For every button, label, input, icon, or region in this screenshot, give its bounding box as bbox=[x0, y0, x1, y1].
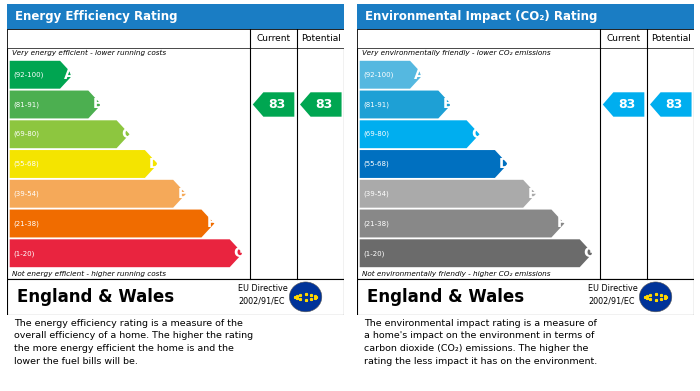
Text: (55-68): (55-68) bbox=[13, 161, 38, 167]
Text: A: A bbox=[414, 68, 425, 82]
Polygon shape bbox=[10, 180, 186, 208]
Text: 83: 83 bbox=[316, 98, 332, 111]
Polygon shape bbox=[360, 150, 508, 178]
Text: A: A bbox=[64, 68, 75, 82]
Text: B: B bbox=[442, 97, 454, 111]
Text: (1-20): (1-20) bbox=[13, 250, 34, 256]
Bar bbox=[357, 279, 694, 315]
Bar bbox=[7, 279, 344, 315]
Text: 83: 83 bbox=[666, 98, 682, 111]
Text: (81-91): (81-91) bbox=[363, 101, 389, 108]
Text: F: F bbox=[556, 217, 566, 231]
Text: England & Wales: England & Wales bbox=[367, 288, 524, 306]
Text: EU Directive
2002/91/EC: EU Directive 2002/91/EC bbox=[238, 284, 288, 306]
Text: (21-38): (21-38) bbox=[363, 220, 389, 227]
Text: B: B bbox=[92, 97, 104, 111]
Text: Current: Current bbox=[256, 34, 290, 43]
Text: (39-54): (39-54) bbox=[13, 190, 38, 197]
Circle shape bbox=[289, 282, 322, 312]
Bar bbox=[7, 4, 344, 29]
Text: Potential: Potential bbox=[651, 34, 691, 43]
Text: (81-91): (81-91) bbox=[13, 101, 39, 108]
Text: Environmental Impact (CO₂) Rating: Environmental Impact (CO₂) Rating bbox=[365, 10, 598, 23]
Polygon shape bbox=[10, 61, 73, 89]
Text: Potential: Potential bbox=[301, 34, 341, 43]
Text: (69-80): (69-80) bbox=[13, 131, 39, 138]
Text: E: E bbox=[178, 187, 188, 201]
Text: Very energy efficient - lower running costs: Very energy efficient - lower running co… bbox=[12, 50, 166, 56]
Text: (39-54): (39-54) bbox=[363, 190, 389, 197]
Bar bbox=[7, 29, 344, 279]
Text: (55-68): (55-68) bbox=[363, 161, 389, 167]
Text: EU Directive
2002/91/EC: EU Directive 2002/91/EC bbox=[588, 284, 638, 306]
Text: The energy efficiency rating is a measure of the
overall efficiency of a home. T: The energy efficiency rating is a measur… bbox=[14, 319, 253, 366]
Polygon shape bbox=[360, 91, 452, 118]
Text: D: D bbox=[499, 157, 510, 171]
Polygon shape bbox=[253, 92, 294, 117]
Text: (92-100): (92-100) bbox=[363, 72, 393, 78]
Polygon shape bbox=[10, 210, 214, 237]
Text: Energy Efficiency Rating: Energy Efficiency Rating bbox=[15, 10, 178, 23]
Text: 83: 83 bbox=[618, 98, 636, 111]
Text: (1-20): (1-20) bbox=[363, 250, 384, 256]
Text: 83: 83 bbox=[268, 98, 286, 111]
Text: Not energy efficient - higher running costs: Not energy efficient - higher running co… bbox=[12, 271, 166, 277]
Text: England & Wales: England & Wales bbox=[17, 288, 174, 306]
Polygon shape bbox=[360, 120, 480, 148]
Bar bbox=[7, 29, 344, 48]
Text: Not environmentally friendly - higher CO₂ emissions: Not environmentally friendly - higher CO… bbox=[362, 271, 551, 277]
Text: G: G bbox=[584, 246, 595, 260]
Polygon shape bbox=[10, 150, 158, 178]
Bar bbox=[357, 29, 694, 48]
Polygon shape bbox=[360, 61, 423, 89]
Text: (69-80): (69-80) bbox=[363, 131, 389, 138]
Text: C: C bbox=[121, 127, 132, 141]
Polygon shape bbox=[10, 239, 243, 267]
Polygon shape bbox=[360, 180, 536, 208]
Text: C: C bbox=[471, 127, 482, 141]
Text: G: G bbox=[234, 246, 245, 260]
Polygon shape bbox=[10, 91, 101, 118]
Polygon shape bbox=[300, 92, 342, 117]
Text: (92-100): (92-100) bbox=[13, 72, 43, 78]
Text: (21-38): (21-38) bbox=[13, 220, 39, 227]
Bar bbox=[357, 29, 694, 279]
Text: F: F bbox=[206, 217, 216, 231]
Polygon shape bbox=[10, 120, 130, 148]
Polygon shape bbox=[603, 92, 644, 117]
Text: E: E bbox=[528, 187, 538, 201]
Text: Current: Current bbox=[606, 34, 641, 43]
Text: Very environmentally friendly - lower CO₂ emissions: Very environmentally friendly - lower CO… bbox=[362, 50, 551, 56]
Bar bbox=[357, 4, 694, 29]
Polygon shape bbox=[360, 210, 564, 237]
Circle shape bbox=[639, 282, 672, 312]
Text: D: D bbox=[149, 157, 160, 171]
Polygon shape bbox=[360, 239, 593, 267]
Text: The environmental impact rating is a measure of
a home's impact on the environme: The environmental impact rating is a mea… bbox=[364, 319, 597, 366]
Polygon shape bbox=[650, 92, 692, 117]
